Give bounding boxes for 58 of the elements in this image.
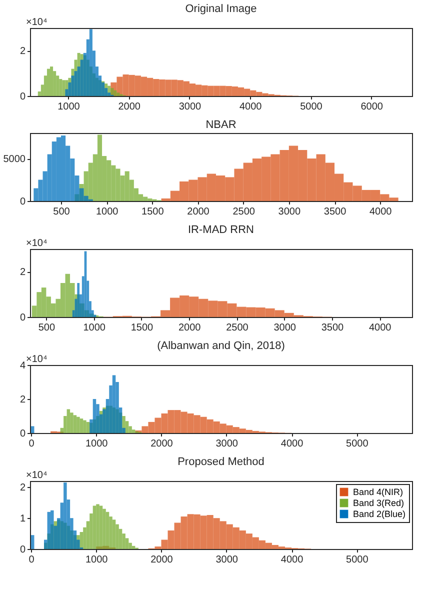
x-tick-label: 2000 [118, 102, 141, 112]
x-tick-label: 5000 [346, 438, 369, 450]
x-tick-label: 2500 [232, 206, 256, 218]
x-tick-label: 3000 [216, 438, 238, 450]
x-tick-label: 3500 [324, 206, 347, 218]
x-tick-label: 1000 [83, 322, 106, 334]
x-tick-label: 4000 [369, 206, 392, 218]
x-tick-label: 3000 [274, 322, 296, 334]
x-tick-label: 1500 [130, 322, 154, 334]
x-tick-label: 2000 [187, 206, 210, 218]
x-tick-label: 2000 [150, 554, 174, 566]
text: ×10⁴ [26, 470, 48, 481]
x-tick-label: 500 [38, 322, 56, 334]
x-tick-label: 1000 [85, 554, 108, 566]
x-tick-label: 2000 [150, 438, 174, 450]
y-tick-label: 2 [20, 267, 26, 278]
chart-title: (Albanwan and Qin, 2018) [157, 340, 285, 352]
y-tick-label: 1 [20, 514, 26, 525]
x-tick-label: 0 [28, 438, 35, 450]
y-tick-label: 0 [20, 544, 26, 556]
chart-title: Proposed Method [178, 456, 264, 468]
x-tick-label: 1000 [96, 206, 119, 218]
text: ×10⁴ [26, 238, 48, 249]
y-tick-label: 5000 [3, 154, 26, 165]
y-tick-label: 2 [20, 46, 26, 58]
x-tick-label: 3000 [178, 102, 202, 112]
x-tick-label: 3000 [278, 206, 301, 218]
y-tick-label: 0 [20, 428, 26, 440]
chart-title: Original Image [185, 3, 257, 15]
x-tick-label: 0 [28, 554, 35, 566]
chart-title: NBAR [206, 119, 236, 131]
x-tick-label: 4000 [280, 438, 304, 450]
x-tick-label: 6000 [360, 102, 384, 112]
x-tick-label: 1000 [85, 438, 108, 450]
x-tick-label: 1000 [58, 102, 80, 112]
y-tick-label: 0 [20, 92, 26, 102]
text: ×10⁴ [26, 354, 48, 365]
x-tick-label: 5000 [300, 102, 323, 112]
x-tick-label: 3000 [216, 554, 238, 566]
x-tick-label: 500 [53, 206, 70, 218]
y-tick-label: 2 [20, 394, 26, 406]
x-tick-label: 4000 [368, 322, 392, 334]
x-tick-label: 1500 [142, 206, 164, 218]
legend-label: Band 2(Blue) [353, 509, 406, 519]
y-tick-label: 4 [20, 360, 26, 372]
legend-label: Band 3(Red) [353, 498, 404, 508]
legend-label: Band 4(NIR) [353, 487, 404, 497]
y-tick-label: 0 [20, 312, 26, 324]
chart-title: IR-MAD RRN [188, 224, 254, 236]
x-tick-label: 2000 [178, 322, 202, 334]
x-tick-label: 3500 [321, 322, 344, 334]
y-tick-label: 0 [20, 196, 26, 208]
y-tick-label: 2 [20, 482, 26, 494]
text: ×10⁴ [26, 17, 48, 28]
x-tick-label: 4000 [280, 554, 304, 566]
x-tick-label: 4000 [239, 102, 262, 112]
x-tick-label: 5000 [346, 554, 369, 566]
x-tick-label: 2500 [226, 322, 249, 334]
